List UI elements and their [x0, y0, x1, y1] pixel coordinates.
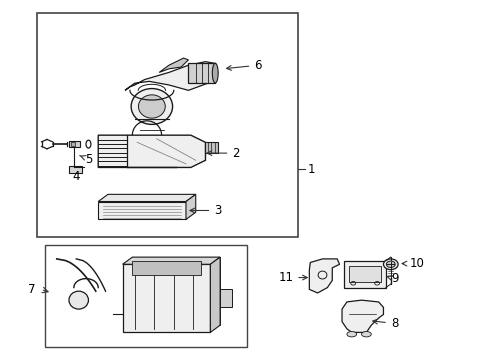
- Ellipse shape: [212, 63, 218, 83]
- Text: 1: 1: [307, 163, 315, 176]
- Bar: [44, 244, 246, 347]
- Text: 4: 4: [72, 170, 80, 183]
- Ellipse shape: [138, 95, 165, 118]
- Polygon shape: [210, 257, 220, 332]
- Text: 7: 7: [28, 283, 36, 296]
- Ellipse shape: [386, 261, 394, 267]
- Text: 10: 10: [401, 257, 423, 270]
- Bar: [69, 166, 81, 173]
- Bar: [132, 261, 200, 275]
- Ellipse shape: [69, 291, 88, 309]
- Polygon shape: [125, 62, 217, 90]
- Polygon shape: [98, 202, 185, 220]
- Text: 2: 2: [206, 147, 239, 159]
- Polygon shape: [98, 194, 195, 202]
- Polygon shape: [188, 63, 215, 83]
- Polygon shape: [98, 135, 205, 167]
- Bar: [69, 141, 80, 147]
- Polygon shape: [341, 300, 383, 332]
- Polygon shape: [159, 58, 188, 72]
- Text: 5: 5: [80, 153, 92, 166]
- Text: 8: 8: [372, 317, 397, 330]
- Bar: [348, 266, 380, 282]
- Polygon shape: [122, 257, 220, 264]
- Text: 6: 6: [226, 59, 261, 72]
- Ellipse shape: [361, 332, 370, 337]
- Polygon shape: [185, 194, 195, 220]
- Text: 11: 11: [278, 271, 306, 284]
- Ellipse shape: [346, 332, 356, 337]
- Bar: [205, 142, 217, 153]
- Ellipse shape: [131, 89, 172, 125]
- Polygon shape: [122, 264, 210, 332]
- Bar: [37, 13, 298, 237]
- Polygon shape: [132, 257, 220, 325]
- Bar: [344, 261, 385, 288]
- Bar: [220, 289, 232, 307]
- Ellipse shape: [383, 259, 397, 270]
- Polygon shape: [309, 259, 339, 293]
- Text: 9: 9: [386, 272, 397, 285]
- Bar: [71, 142, 75, 146]
- Text: 3: 3: [190, 204, 221, 217]
